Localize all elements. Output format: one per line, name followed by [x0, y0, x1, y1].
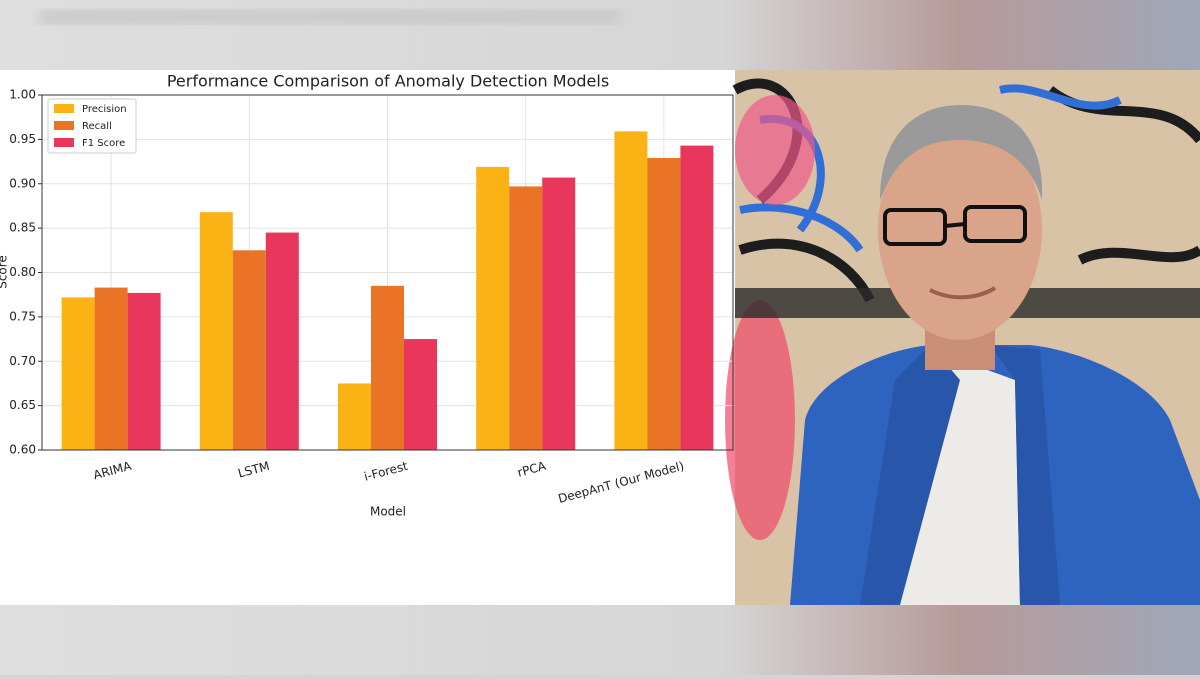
graffiti-pink	[735, 95, 815, 205]
bar	[265, 232, 299, 450]
plot-frame	[41, 94, 734, 451]
y-tick-label: 0.90	[9, 176, 36, 190]
bar	[680, 145, 714, 450]
bar	[232, 250, 266, 450]
bar	[404, 339, 437, 450]
y-tick-label: 0.60	[9, 443, 36, 457]
bar	[371, 285, 404, 450]
x-axis-label: Model	[370, 505, 406, 519]
bar	[199, 212, 233, 450]
y-tick-label: 0.95	[9, 132, 36, 146]
face	[878, 120, 1042, 340]
chart-title: Performance Comparison of Anomaly Detect…	[167, 72, 609, 91]
legend: Precision Recall F1 Score	[47, 98, 137, 154]
y-tick-label: 0.75	[9, 309, 36, 323]
y-tick-label: 0.85	[9, 221, 36, 235]
bar	[647, 158, 681, 450]
y-tick-label: 0.65	[9, 398, 36, 412]
bottom-blur-band	[0, 605, 1200, 675]
bar	[476, 166, 510, 450]
legend-swatch	[54, 121, 74, 130]
bar	[542, 177, 576, 450]
blurred-text	[40, 10, 620, 24]
legend-swatch	[54, 138, 74, 147]
legend-label: F1 Score	[82, 138, 125, 149]
y-axis-label: Score	[0, 255, 10, 289]
mouth	[929, 286, 997, 300]
y-tick-label: 0.70	[9, 354, 36, 368]
legend-label: Recall	[82, 121, 112, 132]
glasses-left	[883, 208, 947, 246]
glasses-bridge	[944, 222, 966, 228]
lapels	[860, 345, 1060, 605]
y-tick-label: 1.00	[9, 88, 36, 102]
bar	[61, 297, 95, 450]
y-tick-label: 0.80	[9, 265, 36, 279]
legend-swatch	[54, 104, 74, 113]
bar	[127, 292, 161, 450]
bar	[338, 383, 371, 450]
legend-label: Precision	[82, 104, 127, 115]
bar	[94, 287, 128, 450]
bar	[614, 131, 648, 450]
bar	[509, 186, 543, 450]
hair	[880, 105, 1043, 200]
graffiti-red	[725, 300, 795, 540]
photo	[725, 70, 1200, 605]
